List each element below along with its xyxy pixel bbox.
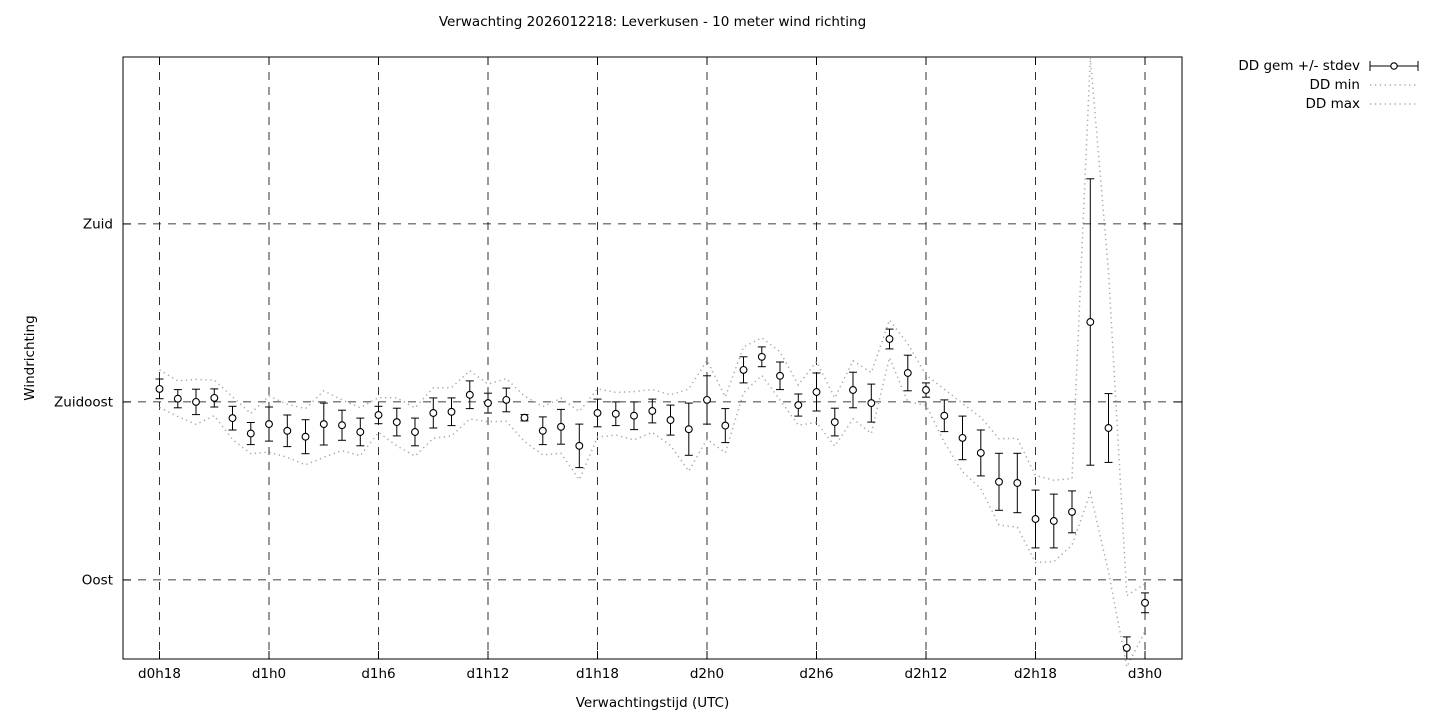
svg-text:d1h18: d1h18 — [576, 666, 619, 682]
svg-text:d3h0: d3h0 — [1128, 666, 1162, 682]
chart-title: Verwachting 2026012218: Leverkusen - 10 … — [438, 14, 867, 30]
legend-label-max: DD max — [1305, 95, 1361, 112]
svg-text:d1h12: d1h12 — [467, 666, 510, 682]
svg-text:d2h18: d2h18 — [1014, 666, 1057, 682]
svg-text:d0h18: d0h18 — [138, 666, 181, 682]
errorbar-sample-icon — [1369, 60, 1419, 71]
svg-text:Zuid: Zuid — [83, 216, 113, 232]
legend-row-mean: DD gem +/- stdev — [1238, 56, 1420, 75]
legend-label-mean: DD gem +/- stdev — [1238, 57, 1360, 74]
legend-row-min: DD min — [1238, 75, 1420, 94]
svg-text:d1h6: d1h6 — [361, 666, 395, 682]
svg-text:d2h0: d2h0 — [690, 666, 724, 682]
dotted-line-sample-icon — [1370, 83, 1418, 86]
x-axis-title: Verwachtingstijd (UTC) — [575, 695, 730, 711]
legend-row-max: DD max — [1238, 94, 1420, 113]
legend: DD gem +/- stdev DD min DD max — [1238, 56, 1420, 113]
svg-text:Zuidoost: Zuidoost — [54, 394, 113, 410]
dotted-line-sample-icon — [1370, 102, 1418, 105]
svg-text:d2h12: d2h12 — [905, 666, 948, 682]
svg-text:d1h0: d1h0 — [252, 666, 286, 682]
svg-text:d2h6: d2h6 — [799, 666, 833, 682]
svg-text:Oost: Oost — [82, 572, 113, 588]
legend-label-min: DD min — [1309, 76, 1360, 93]
